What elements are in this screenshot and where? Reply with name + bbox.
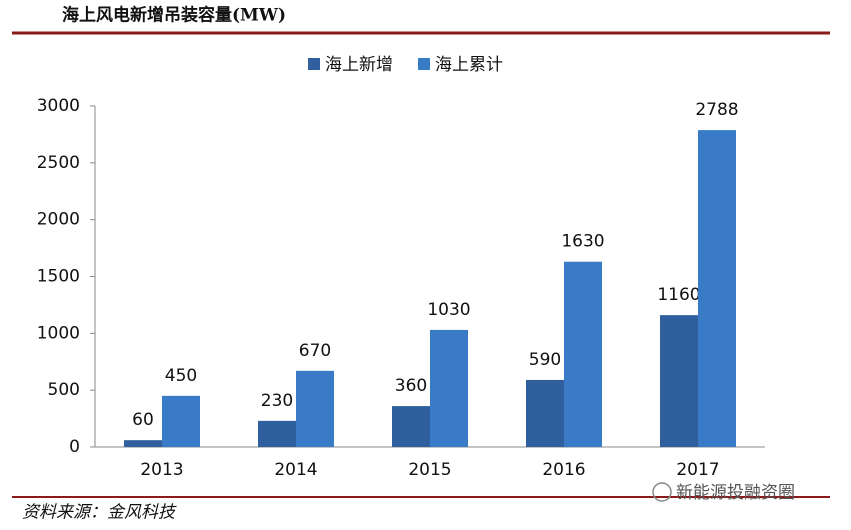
y-tick-label: 2500 [37, 153, 80, 173]
bar [296, 370, 334, 447]
source-note: 资料来源：金风科技 [22, 503, 177, 523]
y-tick-label: 1000 [37, 323, 80, 343]
y-tick-label: 2000 [37, 210, 80, 230]
bar [564, 261, 602, 447]
y-tick-label: 0 [69, 437, 80, 457]
bar [660, 315, 698, 447]
value-label: 1160 [657, 285, 700, 305]
x-tick-label: 2014 [274, 460, 317, 480]
bar [698, 130, 736, 447]
y-tick-label: 1500 [37, 267, 80, 287]
watermark-icon [652, 482, 672, 502]
x-tick-label: 2015 [408, 460, 451, 480]
chart-title: 海上风电新增吊装容量(MW) [62, 5, 286, 26]
x-tick-label: 2013 [140, 460, 183, 480]
value-label: 590 [529, 350, 561, 370]
watermark: 新能源投融资圈 [676, 483, 795, 503]
bar [430, 329, 468, 447]
value-label: 230 [261, 391, 293, 411]
bar [162, 395, 200, 447]
value-label: 2788 [695, 100, 738, 120]
value-label: 450 [165, 366, 197, 386]
legend-label: 海上新增 [325, 55, 393, 75]
value-label: 1030 [427, 300, 470, 320]
y-tick-label: 3000 [37, 96, 80, 116]
bar [258, 420, 296, 447]
bar [124, 440, 162, 447]
x-tick-label: 2016 [542, 460, 585, 480]
bar [392, 406, 430, 447]
x-tick-label: 2017 [676, 460, 719, 480]
value-label: 60 [132, 410, 154, 430]
y-tick-label: 500 [48, 380, 80, 400]
legend-label: 海上累计 [435, 55, 503, 75]
value-label: 360 [395, 376, 427, 396]
bar [526, 379, 564, 447]
legend-swatch [418, 58, 430, 70]
value-label: 1630 [561, 232, 604, 252]
value-label: 670 [299, 341, 331, 361]
legend-swatch [308, 58, 320, 70]
